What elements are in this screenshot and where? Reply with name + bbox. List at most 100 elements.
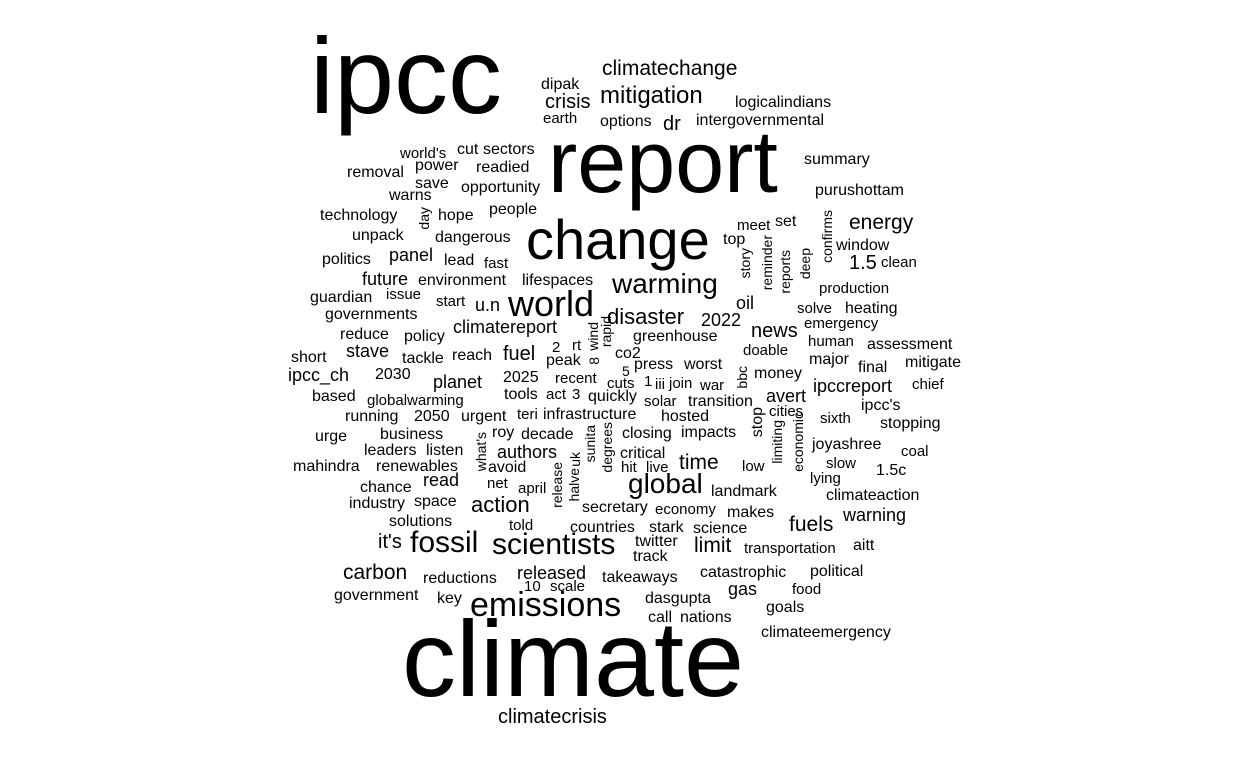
- cloud-word: call: [648, 609, 673, 626]
- cloud-word: unpack: [352, 227, 404, 244]
- cloud-word: net: [487, 475, 508, 492]
- cloud-word: degrees: [599, 422, 615, 473]
- cloud-word: lead: [444, 252, 475, 269]
- cloud-word: release: [549, 462, 565, 508]
- cloud-word: options: [600, 113, 652, 130]
- cloud-word: day: [416, 207, 432, 230]
- cloud-word: peak: [546, 352, 581, 369]
- cloud-word: start: [436, 293, 466, 310]
- cloud-word: aitt: [853, 537, 875, 554]
- cloud-word: fuel: [503, 343, 536, 365]
- cloud-word: nations: [680, 609, 732, 626]
- cloud-word: recent: [555, 370, 597, 387]
- cloud-word: cuts: [607, 375, 635, 392]
- cloud-word: politics: [322, 251, 371, 268]
- cloud-word: warming: [612, 268, 718, 299]
- cloud-word: climatereport: [453, 317, 558, 337]
- cloud-word: stave: [346, 341, 390, 361]
- cloud-word: solve: [797, 300, 833, 317]
- cloud-word: ipcc's: [861, 397, 901, 414]
- cloud-word: sunita: [582, 425, 598, 463]
- cloud-word: act: [546, 386, 567, 403]
- cloud-word: fossil: [410, 526, 479, 559]
- cloud-word: ipcc_ch: [288, 365, 350, 385]
- cloud-word: climatecrisis: [498, 706, 607, 728]
- cloud-word: planet: [433, 372, 483, 392]
- cloud-word: rapid: [598, 316, 614, 348]
- cloud-word: 2050: [414, 408, 450, 425]
- cloud-word: based: [312, 388, 356, 405]
- cloud-word: critical: [620, 445, 666, 462]
- cloud-word: business: [380, 426, 444, 443]
- cloud-word: gas: [728, 579, 758, 599]
- cloud-word: climate: [402, 598, 745, 719]
- cloud-word: removal: [347, 164, 404, 181]
- cloud-word: goals: [766, 599, 805, 616]
- cloud-word: key: [437, 590, 462, 607]
- cloud-word: set: [775, 213, 797, 230]
- cloud-word: space: [414, 493, 457, 510]
- cloud-word: what's: [473, 432, 489, 472]
- cloud-word: join: [669, 375, 693, 392]
- cloud-word: mahindra: [293, 458, 360, 475]
- cloud-word: money: [754, 365, 803, 382]
- cloud-word: doable: [743, 342, 789, 359]
- cloud-word: reminder: [759, 235, 775, 291]
- cloud-word: 2030: [375, 366, 411, 383]
- cloud-word: mitigation: [600, 82, 703, 109]
- cloud-word: live: [646, 459, 669, 476]
- cloud-word: science: [693, 520, 748, 537]
- cloud-word: people: [489, 201, 538, 218]
- cloud-word: reductions: [423, 570, 497, 587]
- cloud-word: it's: [378, 531, 402, 553]
- cloud-word: released: [517, 563, 587, 583]
- cloud-word: twitter: [635, 533, 678, 550]
- cloud-word: future: [362, 269, 409, 289]
- cloud-word: track: [633, 548, 668, 565]
- cloud-word: greenhouse: [633, 328, 718, 345]
- cloud-word: save: [415, 175, 449, 192]
- cloud-word: meet: [737, 217, 771, 234]
- cloud-word: transition: [688, 393, 753, 410]
- cloud-word: summary: [804, 151, 870, 168]
- cloud-word: technology: [320, 207, 398, 224]
- cloud-word: dr: [663, 113, 681, 135]
- cloud-word: report: [548, 112, 778, 211]
- cloud-word: news: [751, 320, 798, 342]
- cloud-word: story: [737, 248, 753, 279]
- cloud-word: mitigate: [905, 354, 962, 371]
- cloud-word: panel: [389, 245, 434, 265]
- cloud-word: sectors: [483, 141, 535, 158]
- cloud-word: heating: [845, 300, 898, 317]
- cloud-word: issue: [386, 286, 422, 303]
- cloud-word: window: [836, 237, 890, 254]
- cloud-word: environment: [418, 272, 507, 289]
- cloud-word: limit: [694, 534, 732, 557]
- cloud-word: assessment: [867, 336, 953, 353]
- cloud-word: 2025: [503, 369, 539, 386]
- cloud-word: fast: [484, 255, 509, 272]
- cloud-word: 5: [622, 363, 630, 379]
- cloud-word: clean: [881, 254, 917, 271]
- cloud-word: stop: [749, 407, 766, 438]
- cloud-word: press: [634, 356, 674, 373]
- cloud-word: quickly: [588, 388, 637, 405]
- cloud-word: listen: [426, 442, 464, 459]
- cloud-word: time: [679, 451, 719, 474]
- cloud-word: 3: [572, 386, 581, 403]
- cloud-word: dipak: [541, 76, 580, 93]
- cloud-word: major: [809, 351, 850, 368]
- cloud-word: governments: [325, 306, 418, 323]
- cloud-word: reports: [777, 250, 793, 294]
- cloud-word: transportation: [744, 540, 836, 557]
- cloud-word: warns: [389, 187, 432, 204]
- cloud-word: told: [509, 517, 534, 534]
- cloud-word: deep: [797, 248, 813, 280]
- cloud-word: change: [526, 208, 710, 271]
- cloud-word: chance: [360, 479, 412, 496]
- cloud-word: short: [291, 349, 327, 366]
- cloud-word: urgent: [461, 408, 507, 425]
- cloud-word: dasgupta: [645, 590, 711, 607]
- cloud-word: government: [334, 587, 419, 604]
